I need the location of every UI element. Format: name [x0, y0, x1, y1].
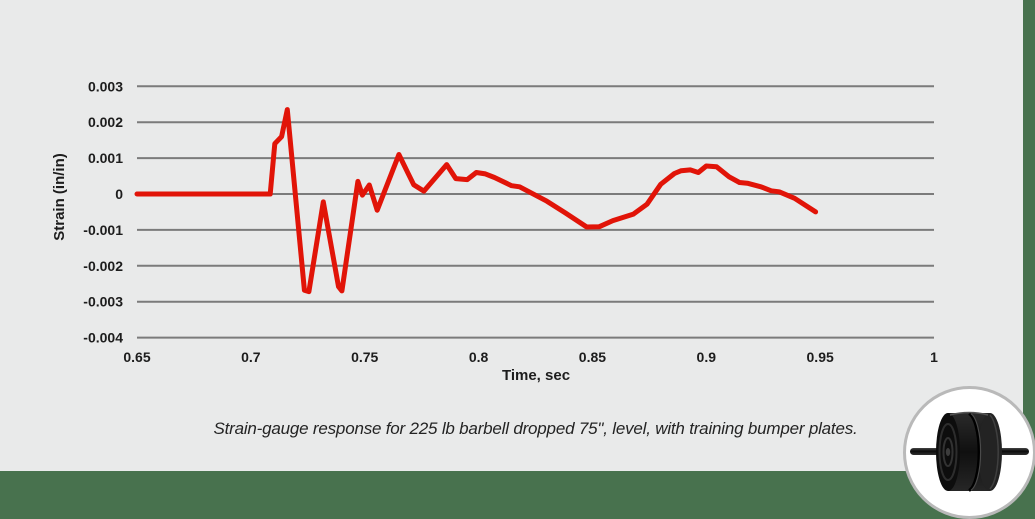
y-tick-label: -0.001 [83, 222, 123, 238]
y-tick-label: 0.002 [88, 114, 123, 130]
x-tick-label: 0.65 [123, 349, 150, 365]
x-tick-label: 0.85 [579, 349, 606, 365]
y-axis-title: Strain (in/in) [51, 153, 68, 241]
x-tick-label: 0.75 [351, 349, 378, 365]
y-tick-label: 0.003 [88, 78, 123, 94]
x-tick-label: 1 [930, 349, 938, 365]
y-tick-label: -0.003 [83, 294, 123, 310]
chart-panel: 0.003 0.002 0.001 0 -0.001 -0.002 -0.003 -0.004… [0, 0, 1023, 471]
chart-caption: Strain-gauge response for 225 lb barbell… [213, 419, 858, 438]
x-tick-label: 0.95 [807, 349, 834, 365]
x-tick-label: 0.9 [697, 349, 717, 365]
x-tick-label: 0.7 [241, 349, 261, 365]
y-tick-label: -0.002 [83, 258, 123, 274]
x-axis-tick-labels: 0.65 0.7 0.75 0.8 0.85 0.9 0.95 1 [123, 349, 938, 365]
y-tick-label: 0 [115, 186, 123, 202]
y-axis-tick-labels: 0.003 0.002 0.001 0 -0.001 -0.002 -0.003 -0.004 [83, 78, 123, 345]
strain-chart: 0.003 0.002 0.001 0 -0.001 -0.002 -0.003 -0.004… [51, 78, 938, 384]
barbell-photo-badge [903, 386, 1035, 519]
y-tick-label: -0.004 [83, 330, 123, 346]
strain-response-line [134, 107, 819, 295]
y-tick-label: 0.001 [88, 150, 123, 166]
barbell-icon [910, 411, 1029, 492]
x-tick-label: 0.8 [469, 349, 489, 365]
bumper-plates [936, 411, 1002, 492]
x-axis-title: Time, sec [502, 367, 570, 384]
